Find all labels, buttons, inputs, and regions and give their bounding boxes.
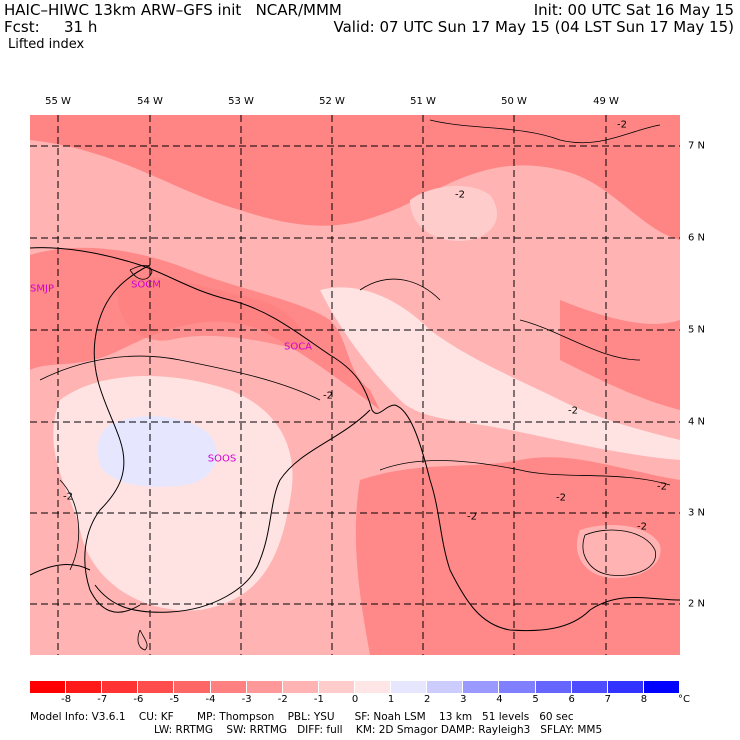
contour-label: -2	[455, 189, 465, 201]
station-label: SOCM	[131, 279, 161, 291]
colorbar-cell	[499, 681, 536, 693]
colorbar-tick: 4	[496, 694, 503, 705]
contour-label: -2	[63, 491, 73, 503]
colorbar-tick: 3	[460, 694, 467, 705]
colorbar-tick: 6	[568, 694, 575, 705]
colorbar-cell	[607, 681, 644, 693]
contour-label: -2	[323, 390, 333, 402]
lat-lon-grid	[30, 115, 680, 655]
colorbar-cell	[282, 681, 319, 693]
colorbar-tick: 0	[351, 694, 359, 705]
contour-label: -2	[637, 521, 647, 533]
colorbar-cell	[138, 681, 175, 693]
lat-label: 7 N	[688, 140, 706, 152]
shade-region-coast	[118, 277, 303, 350]
colorbar-unit: °C	[678, 694, 690, 705]
contour-label: -2	[657, 481, 667, 493]
lat-label: 6 N	[688, 232, 706, 244]
colorbar-cell	[391, 681, 428, 693]
colorbar-cell	[66, 681, 103, 693]
shade-region-east	[560, 300, 680, 410]
model-info-line1: Model Info: V3.6.1 CU: KF MP: Thompson P…	[30, 711, 574, 723]
lat-label: 2 N	[688, 598, 706, 610]
colorbar-tick: -5	[169, 694, 180, 705]
variable-name: Lifted index	[8, 37, 85, 52]
colorbar-tick: -8	[61, 694, 72, 705]
colorbar-cell	[174, 681, 211, 693]
lon-label: 52 W	[319, 96, 345, 107]
lon-label: 51 W	[410, 96, 436, 107]
model-title: HAIC–HIWC 13km ARW–GFS init NCAR/MMM	[4, 1, 342, 19]
colorbar-tick: 7	[604, 694, 611, 705]
init-time: Init: 00 UTC Sat 16 May 15	[533, 1, 734, 19]
contour-label: -2	[556, 492, 566, 504]
valid-time: Valid: 07 UTC Sun 17 May 15 (04 LST Sun …	[333, 18, 734, 36]
colorbar-tick: -7	[97, 694, 108, 705]
colorbar-cell	[246, 681, 283, 693]
lon-label: 49 W	[593, 96, 619, 107]
colorbar-cell	[30, 681, 67, 693]
station-label: SOOS	[207, 453, 237, 465]
colorbar-cell	[427, 681, 464, 693]
colorbar-tick: -1	[313, 694, 324, 705]
model-info-line2: LW: RRTMG SW: RRTMG DIFF: full KM: 2D Sm…	[154, 724, 603, 736]
light-region-north	[410, 185, 498, 241]
lon-label: 53 W	[228, 96, 254, 107]
positive-region	[97, 416, 217, 487]
station-label: SMJP	[30, 283, 54, 295]
lon-label: 50 W	[501, 96, 527, 107]
colorbar-cell	[643, 681, 680, 693]
colorbar-tick: 2	[424, 694, 431, 705]
colorbar-cell	[210, 681, 247, 693]
colorbar-tick: 1	[387, 694, 395, 705]
colorbar-tick: -2	[277, 694, 288, 705]
colorbar-cell	[535, 681, 572, 693]
colorbar-tick: -6	[133, 694, 144, 705]
colorbar-tick: 8	[640, 694, 648, 705]
contour-lines	[39, 119, 671, 651]
colorbar-cell	[102, 681, 139, 693]
coastline-borders	[30, 247, 680, 632]
forecast-hour: 31 h	[64, 18, 98, 36]
colorbar-tick: -3	[241, 694, 252, 705]
lon-label: 55 W	[45, 96, 71, 107]
colorbar-tick: -4	[205, 694, 216, 705]
contour-label: -2	[568, 405, 578, 417]
colorbar-cell	[318, 681, 355, 693]
lat-label: 4 N	[688, 416, 706, 428]
lon-label: 54 W	[137, 96, 163, 107]
station-label: SOCA	[283, 341, 313, 353]
forecast-label: Fcst:	[4, 18, 40, 36]
colorbar-cell	[571, 681, 608, 693]
lat-label: 3 N	[688, 507, 706, 519]
shaded-field	[30, 115, 680, 655]
light-region-southeast	[576, 525, 661, 579]
contour-label: -2	[617, 119, 627, 131]
colorbar-cell	[463, 681, 500, 693]
colorbar-cell	[355, 681, 392, 693]
contour-label: -2	[467, 511, 477, 523]
colorbar-tick: 5	[532, 694, 539, 705]
lat-label: 5 N	[688, 324, 706, 336]
light-region-plume	[320, 287, 680, 460]
